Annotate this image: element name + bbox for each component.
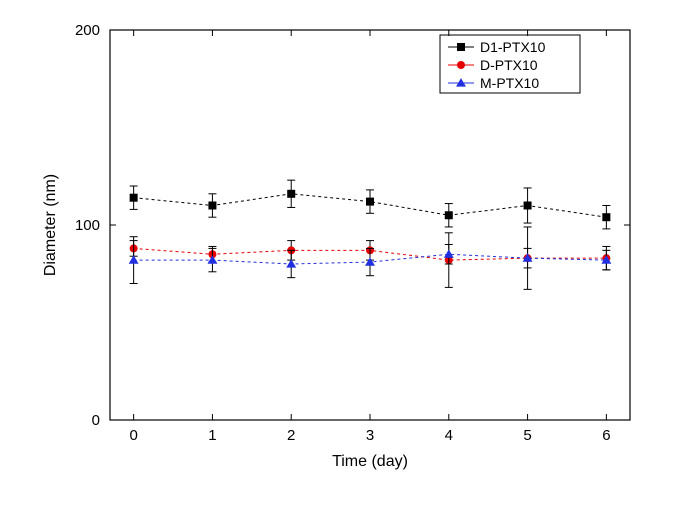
x-tick-label: 6 <box>602 427 610 444</box>
marker-m <box>365 257 375 266</box>
legend-marker-m <box>456 78 466 87</box>
marker-m <box>444 249 454 258</box>
legend: D1-PTX10 D-PTX10 M-PTX10 <box>440 35 580 93</box>
marker-d1 <box>287 190 295 198</box>
x-tick-label: 3 <box>366 427 374 444</box>
legend-label: M-PTX10 <box>480 75 539 91</box>
marker-d1 <box>445 211 453 219</box>
plot-frame <box>110 30 630 420</box>
marker-d1 <box>208 202 216 210</box>
marker-d1 <box>130 194 138 202</box>
diameter-vs-time-chart: 0 1 2 3 4 5 6 0 100 200 Time (day) Diameter (nm) D1-… <box>0 0 693 508</box>
x-axis-label: Time (day) <box>332 453 408 470</box>
series-d1 <box>130 180 611 229</box>
legend-marker-d1 <box>457 43 465 51</box>
legend-marker-d <box>457 61 465 69</box>
y-tick-label: 200 <box>75 22 100 39</box>
chart-container: 0 1 2 3 4 5 6 0 100 200 Time (day) Diameter (nm) D1-… <box>0 0 693 508</box>
legend-label: D-PTX10 <box>480 57 538 73</box>
x-tick-label: 5 <box>523 427 531 444</box>
marker-d1 <box>602 213 610 221</box>
x-tick-label: 1 <box>208 427 216 444</box>
y-axis-label: Diameter (nm) <box>42 174 59 276</box>
x-tick-label: 4 <box>445 427 453 444</box>
x-tick-label: 2 <box>287 427 295 444</box>
marker-m <box>207 255 217 264</box>
marker-d1 <box>524 202 532 210</box>
y-tick-label: 100 <box>75 217 100 234</box>
marker-d1 <box>366 198 374 206</box>
x-tick-label: 0 <box>129 427 137 444</box>
y-tick-label: 0 <box>92 412 100 429</box>
legend-label: D1-PTX10 <box>480 39 546 55</box>
